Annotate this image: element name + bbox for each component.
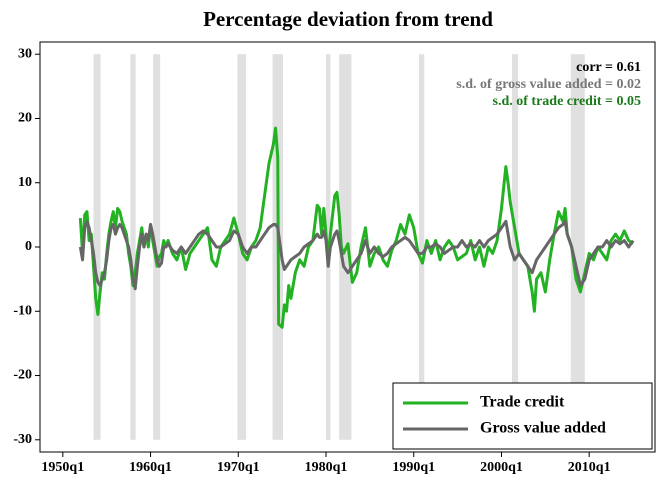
x-tick-label: 1980q1 — [305, 460, 348, 475]
chart-title: Percentage deviation from trend — [203, 7, 493, 31]
recession-band — [511, 54, 519, 440]
legend-label: Gross value added — [480, 420, 606, 437]
x-tick-label: 1950q1 — [41, 460, 84, 475]
y-tick-label: -20 — [13, 368, 32, 383]
y-tick-label: 30 — [18, 46, 32, 61]
y-tick-label: -10 — [13, 303, 32, 318]
annotation: corr = 0.61 — [576, 60, 641, 75]
y-tick-label: -30 — [13, 432, 32, 447]
recession-band — [570, 54, 585, 440]
x-tick-label: 1960q1 — [129, 460, 172, 475]
x-tick-label: 1990q1 — [392, 460, 435, 475]
annotation: s.d. of gross value added = 0.02 — [456, 77, 641, 92]
recession-band — [419, 54, 425, 440]
legend-box — [392, 382, 653, 450]
y-tick-label: 10 — [18, 175, 32, 190]
y-tick-label: 20 — [18, 111, 32, 126]
recession-band — [153, 54, 161, 440]
x-tick-label: 2000q1 — [480, 460, 523, 475]
x-tick-label: 1970q1 — [217, 460, 260, 475]
annotation: s.d. of trade credit = 0.05 — [493, 94, 641, 109]
legend-label: Trade credit — [480, 394, 565, 411]
recession-band — [130, 54, 136, 440]
series-line — [78, 219, 635, 291]
recession-band — [93, 54, 101, 440]
y-tick-label: 0 — [25, 239, 32, 254]
x-tick-label: 2010q1 — [568, 460, 611, 475]
